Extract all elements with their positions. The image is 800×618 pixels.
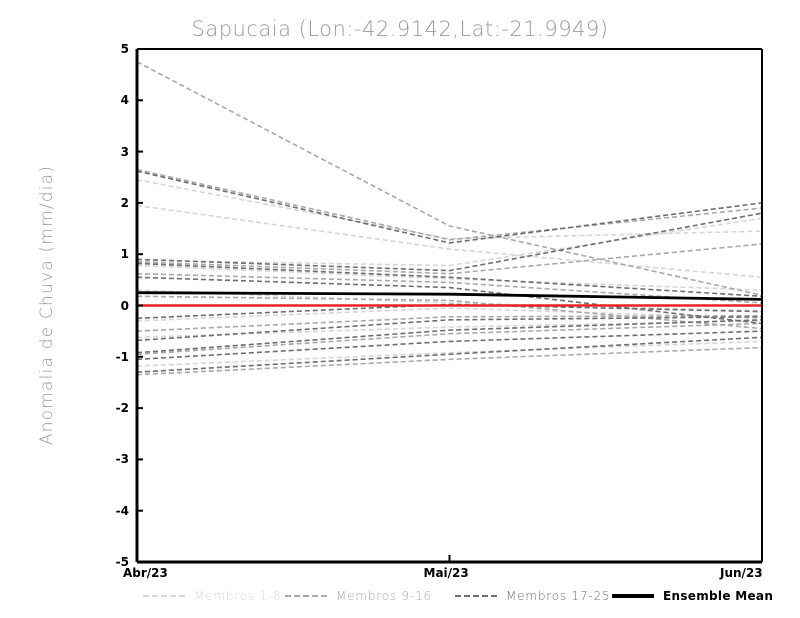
series-line <box>137 336 762 373</box>
y-tick-label: 5 <box>120 42 129 56</box>
series-line <box>137 346 762 376</box>
series-line <box>137 212 762 272</box>
y-tick-label: -3 <box>115 452 129 467</box>
y-tick-label: 4 <box>120 93 129 108</box>
series-line <box>137 168 762 241</box>
y-tick-label: 0 <box>120 298 129 313</box>
series-line <box>137 272 762 304</box>
series-layer <box>137 61 762 376</box>
ensemble-mean-layer <box>137 291 762 301</box>
ensemble-mean-line <box>137 291 762 301</box>
series-line <box>137 340 762 367</box>
series-line <box>137 314 762 332</box>
series-line <box>137 170 762 244</box>
series-line <box>137 61 762 297</box>
y-tick-label: 3 <box>120 144 129 159</box>
x-tick-label: Jun/23 <box>720 566 763 580</box>
legend-swatch-icon <box>455 595 497 597</box>
legend-item: Membros 17-25 <box>455 586 610 606</box>
legend-label: Membros 9-16 <box>336 589 432 603</box>
legend-label: Membros 1-8 <box>194 589 282 603</box>
series-line <box>137 217 762 267</box>
series-line <box>137 243 762 275</box>
y-tick-label: -4 <box>115 503 129 518</box>
series-line <box>137 315 762 342</box>
y-tick-label: 2 <box>120 195 129 210</box>
series-line <box>137 330 762 361</box>
series-line <box>137 307 762 322</box>
series-line <box>137 179 762 240</box>
legend-swatch-icon <box>285 595 327 597</box>
series-line <box>137 264 762 291</box>
page-title: Sapucaia (Lon:-42.9142,Lat:-21.9949) <box>191 17 609 41</box>
axes-layer <box>135 48 763 564</box>
legend-item: Membros 9-16 <box>285 586 432 606</box>
series-line <box>137 319 762 354</box>
series-line <box>137 322 762 356</box>
chart-legend: Membros 1-8 Membros 9-16 Membros 17-25 Ense… <box>0 586 800 608</box>
y-tick-label: 1 <box>120 247 129 262</box>
series-line <box>137 262 762 298</box>
series-line <box>137 204 762 279</box>
legend-label: Membros 17-25 <box>506 589 611 603</box>
series-line <box>137 295 762 330</box>
x-tick-label: Mai/23 <box>423 566 469 580</box>
y-tick-label: -1 <box>115 349 129 364</box>
legend-item: Ensemble Mean <box>612 586 773 606</box>
legend-swatch-icon <box>612 594 654 598</box>
legend-label: Ensemble Mean <box>663 589 774 603</box>
legend-item: Membros 1-8 <box>143 586 282 606</box>
legend-swatch-icon <box>143 595 185 597</box>
series-line <box>137 276 762 325</box>
y-tick-label: -2 <box>115 401 129 416</box>
y-tick-label: -5 <box>115 555 129 569</box>
x-tick-label: Abr/23 <box>123 566 168 580</box>
